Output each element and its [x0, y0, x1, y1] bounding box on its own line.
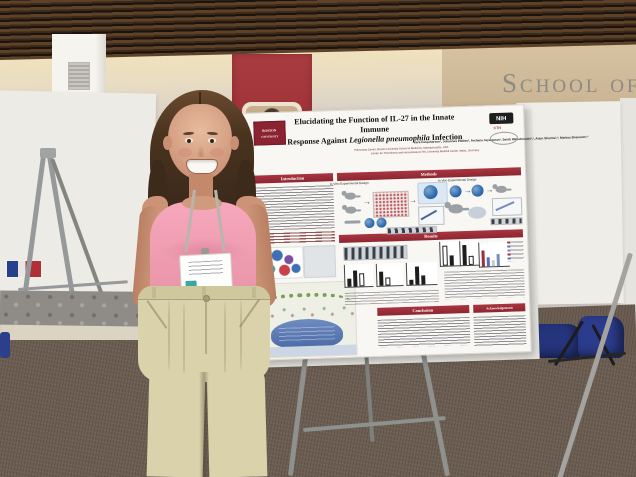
chart-legend: [507, 241, 524, 262]
conclusion-text: [377, 316, 471, 348]
arrow-icon: →: [463, 185, 472, 196]
nih-logo: NIH: [489, 112, 514, 125]
far-right-panel: [620, 98, 636, 312]
fly-seam: [205, 302, 207, 354]
pupil: [187, 138, 191, 143]
results-caption-text: [344, 289, 440, 305]
pants-leg-right: [206, 371, 268, 477]
bar-chart: [439, 241, 461, 267]
smile: [186, 159, 218, 174]
vent-grille: [68, 62, 90, 90]
leg-shadow: [199, 372, 209, 477]
mouse-icon: [495, 185, 507, 194]
lanyard-clip: [201, 248, 209, 256]
ear: [230, 136, 239, 150]
pleat: [168, 300, 170, 370]
blue-object-left: [0, 332, 10, 358]
nucleus-labels: [278, 326, 336, 342]
arrow-icon: →: [362, 196, 371, 207]
eye: [208, 138, 216, 143]
pleat: [183, 302, 185, 380]
left-easel-clamp: [40, 148, 56, 158]
ear: [163, 136, 172, 150]
well-plate: [372, 190, 410, 218]
cell-icon: [376, 217, 387, 228]
belt-loop: [252, 287, 256, 298]
mouse-icon: [448, 204, 463, 214]
badge-text-lines: [188, 260, 224, 276]
grouped-bar-chart: [478, 241, 510, 268]
bu-logo-text: UNIVERSITY: [261, 134, 279, 138]
cell-icon: [449, 185, 462, 198]
cheek-blush: [210, 148, 224, 157]
lung-tissue-icon: [468, 206, 487, 219]
hair-part: [199, 92, 201, 106]
legend-swatches: [507, 241, 511, 262]
arrow-icon: →: [408, 195, 417, 205]
bar-chart: [375, 263, 404, 287]
bar-chart: [405, 261, 438, 286]
section-bar-conclusion: Conclusion: [377, 304, 470, 316]
cell-icon: [471, 184, 484, 197]
cell-icon: [364, 217, 375, 229]
belt-loop: [152, 287, 156, 298]
curve-line: [495, 201, 515, 212]
analysis-panel: [491, 197, 523, 217]
pants-hip: [138, 286, 270, 382]
gel-strip: [490, 217, 523, 226]
acknowledgements-text: [473, 315, 527, 347]
belt-loop: [202, 287, 206, 298]
results-paragraph-text: [444, 269, 525, 300]
pleat: [224, 302, 226, 380]
syringe-icon: [344, 220, 361, 224]
cheek-blush: [178, 148, 192, 157]
cth-logo: CTH: [493, 125, 502, 131]
section-bar-acknowledgements: Acknowledgements: [473, 303, 526, 313]
bar-chart: [343, 263, 374, 288]
eye: [185, 138, 193, 143]
curve-line: [420, 209, 438, 221]
mouse-icon: [344, 192, 356, 200]
pants-button: [203, 295, 210, 302]
western-blot: [343, 244, 408, 261]
micrograph-panel: [303, 245, 337, 279]
pupil: [210, 138, 214, 143]
diagram-base: [259, 344, 357, 358]
bu-logo-text: BOSTON: [262, 128, 277, 133]
school-of-sign: School of: [502, 68, 636, 98]
bar-chart: [459, 240, 480, 267]
nose: [197, 144, 205, 157]
pleat: [240, 300, 242, 370]
pants-leg-left: [146, 371, 206, 477]
growth-curve-panel: [418, 205, 445, 226]
mouse-icon: [344, 206, 357, 214]
research-poster: BOSTON UNIVERSITY Elucidating the Functi…: [242, 104, 588, 361]
